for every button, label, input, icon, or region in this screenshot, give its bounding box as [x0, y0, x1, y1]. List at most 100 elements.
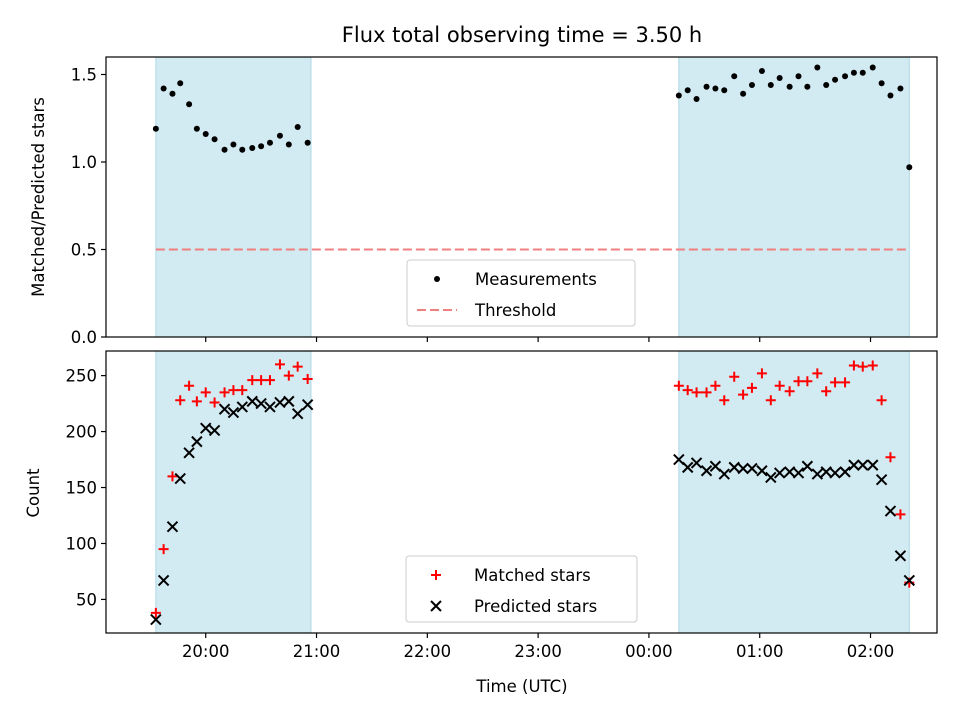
- measurement-point: [842, 73, 849, 80]
- matched-star-point: [765, 395, 776, 406]
- matched-star-point: [895, 509, 906, 520]
- predicted-star-point: [756, 465, 768, 477]
- matched-star-point: [219, 387, 230, 398]
- predicted-star-point: [867, 459, 879, 471]
- matched-star-point: [431, 570, 441, 580]
- axes-frame: [105, 56, 938, 338]
- count-points: [150, 359, 916, 626]
- matched-star-point: [292, 361, 303, 372]
- measurement-point: [859, 69, 866, 76]
- legend-label: Measurements: [475, 270, 597, 289]
- matched-star-point: [237, 385, 248, 396]
- measurement-point: [731, 73, 738, 80]
- measurement-point: [285, 141, 292, 148]
- measurement-point: [193, 125, 200, 132]
- predicted-star-point: [765, 471, 777, 484]
- predicted-star-point: [183, 447, 195, 459]
- matched-star-point: [701, 387, 712, 398]
- measurement-point: [869, 64, 876, 71]
- measurement-point: [795, 73, 802, 80]
- matched-star-point: [802, 376, 813, 387]
- measurement-point: [202, 131, 209, 137]
- measurement-point: [906, 164, 913, 171]
- measurement-point: [169, 90, 176, 97]
- matched-star-point: [812, 368, 823, 379]
- matched-star-point: [302, 373, 313, 384]
- predicted-star-point: [839, 466, 851, 478]
- matched-star-point: [274, 359, 285, 370]
- measurement-point: [675, 92, 682, 99]
- matched-star-point: [710, 380, 721, 391]
- predicted-star-point: [709, 460, 722, 472]
- measurement-point: [776, 75, 783, 81]
- y-tick-label: 200: [66, 423, 98, 442]
- matched-star-point: [719, 395, 730, 406]
- x-tick-label: 22:00: [404, 642, 452, 661]
- predicted-star-point: [857, 459, 869, 471]
- matched-star-point: [830, 377, 841, 388]
- predicted-star-point: [301, 399, 314, 411]
- matched-star-point: [793, 376, 804, 387]
- shaded-span-1: [155, 56, 312, 338]
- measurement-point: [804, 83, 811, 90]
- legend-label: Predicted stars: [474, 597, 597, 616]
- predicted-star-point: [174, 472, 186, 485]
- predicted-star-point: [166, 520, 179, 533]
- measurement-point: [160, 85, 167, 92]
- measurement-point: [230, 141, 237, 148]
- x-tick-label: 00:00: [625, 642, 673, 661]
- top-legend: Measurements Threshold: [406, 259, 636, 327]
- x-tick-label: 20:00: [182, 642, 230, 661]
- predicted-star-point: [218, 403, 231, 415]
- measurement-point: [239, 146, 246, 153]
- predicted-star-point: [227, 406, 240, 419]
- matched-star-point: [256, 375, 267, 386]
- predicted-star-point: [829, 467, 841, 479]
- top-axes: 0.0 0.5 1.0 1.5: [71, 56, 938, 347]
- matched-star-point: [885, 452, 896, 463]
- predicted-star-point: [208, 424, 221, 437]
- matched-star-point: [264, 375, 275, 386]
- y-tick-label: 1.5: [71, 66, 97, 85]
- y-tick-label: 250: [66, 367, 98, 386]
- predicted-star-point: [746, 462, 758, 475]
- x-axis-label: Time (UTC): [475, 677, 567, 696]
- bottom-legend: Matched stars Predicted stars: [405, 555, 638, 623]
- predicted-star-point: [246, 395, 258, 408]
- matched-star-point: [228, 385, 239, 396]
- matched-star-point: [784, 386, 795, 397]
- matched-star-point: [283, 370, 294, 381]
- measurement-point: [712, 85, 719, 92]
- predicted-star-point: [200, 422, 212, 434]
- measurement-point: [850, 69, 857, 76]
- predicted-star-point: [848, 459, 860, 471]
- measurement-point: [684, 87, 691, 94]
- measurement-point: [258, 143, 265, 150]
- measurement-point: [832, 76, 839, 83]
- predicted-star-point: [157, 574, 170, 587]
- y-tick-label: 1.0: [71, 153, 97, 172]
- measurement-point: [186, 101, 193, 108]
- matched-star-point: [150, 607, 161, 618]
- y-tick-label: 0.5: [71, 241, 97, 260]
- measurement-point: [758, 68, 765, 74]
- measurement-point: [740, 90, 747, 97]
- predicted-star-point: [884, 505, 897, 517]
- matched-star-point: [184, 380, 195, 391]
- x-tick-label: 01:00: [736, 642, 784, 661]
- predicted-star-point: [673, 453, 685, 466]
- predicted-star-point: [875, 473, 888, 486]
- ratio-panel: 0.0 0.5 1.0 1.5 Flux total observing time =…: [29, 23, 938, 347]
- measurement-point: [693, 96, 700, 102]
- bottom-y-axis-label: Count: [24, 468, 43, 518]
- legend-label: Matched stars: [474, 566, 591, 585]
- predicted-star-point: [811, 468, 824, 480]
- x-tick-label: 02:00: [847, 642, 895, 661]
- matched-star-point: [857, 361, 868, 372]
- measurement-point: [249, 145, 256, 151]
- matched-star-point: [691, 387, 702, 398]
- shaded-span-2: [678, 56, 910, 338]
- matched-star-point: [848, 360, 859, 371]
- legend-box: [406, 259, 636, 327]
